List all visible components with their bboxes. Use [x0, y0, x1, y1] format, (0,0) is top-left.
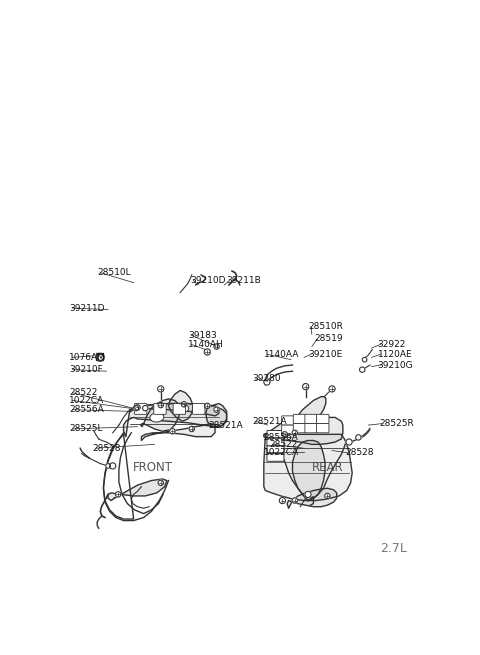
Circle shape [157, 386, 164, 392]
Text: 39211D: 39211D [69, 303, 105, 312]
Circle shape [214, 344, 219, 349]
FancyBboxPatch shape [305, 415, 317, 424]
Circle shape [158, 480, 164, 485]
FancyBboxPatch shape [316, 424, 329, 433]
Circle shape [356, 435, 361, 440]
Circle shape [329, 386, 335, 392]
Text: REAR: REAR [312, 461, 343, 474]
Text: 28510L: 28510L [97, 268, 131, 277]
Circle shape [282, 432, 288, 437]
Ellipse shape [150, 413, 164, 422]
Circle shape [109, 463, 116, 469]
Circle shape [98, 356, 102, 359]
Text: 39210F: 39210F [69, 365, 103, 374]
Polygon shape [130, 403, 219, 416]
Text: 28522: 28522 [69, 388, 97, 398]
Circle shape [279, 498, 286, 504]
Circle shape [324, 493, 330, 498]
Text: 28525R: 28525R [379, 419, 414, 428]
Polygon shape [264, 434, 352, 500]
Text: 28521A: 28521A [209, 421, 243, 430]
Text: 39183: 39183 [188, 331, 216, 339]
Text: 28519: 28519 [314, 334, 343, 343]
Text: 28525L: 28525L [69, 424, 103, 434]
Text: 28556A: 28556A [263, 433, 298, 442]
Polygon shape [141, 399, 180, 431]
FancyBboxPatch shape [154, 403, 166, 415]
Text: 39211B: 39211B [227, 276, 262, 285]
Circle shape [189, 426, 194, 432]
Text: 1140AH: 1140AH [188, 340, 224, 348]
Polygon shape [206, 403, 227, 428]
Text: 39210D: 39210D [190, 276, 226, 285]
Text: 1022CA: 1022CA [69, 396, 105, 405]
Text: 1140AA: 1140AA [264, 350, 299, 359]
Circle shape [305, 491, 311, 498]
Text: 1120AE: 1120AE [378, 350, 412, 359]
Text: 39280: 39280 [252, 375, 281, 383]
Text: 28521A: 28521A [252, 417, 287, 426]
Circle shape [143, 405, 148, 411]
FancyBboxPatch shape [293, 424, 306, 433]
Circle shape [133, 405, 139, 411]
Circle shape [346, 439, 352, 445]
FancyBboxPatch shape [267, 430, 284, 438]
Text: 28528: 28528 [93, 443, 121, 453]
Text: 28522: 28522 [269, 440, 298, 449]
Polygon shape [142, 424, 215, 441]
Circle shape [158, 402, 164, 408]
Text: 32922: 32922 [378, 340, 406, 348]
Polygon shape [264, 417, 343, 444]
Circle shape [135, 405, 140, 410]
Text: 28528: 28528 [345, 448, 374, 457]
Polygon shape [168, 390, 193, 421]
FancyBboxPatch shape [192, 403, 205, 415]
Text: 2.7L: 2.7L [380, 542, 407, 555]
FancyBboxPatch shape [305, 424, 317, 433]
FancyBboxPatch shape [282, 416, 294, 425]
Circle shape [214, 407, 219, 413]
Circle shape [181, 402, 187, 407]
Circle shape [115, 492, 121, 497]
Text: 1022CA: 1022CA [264, 447, 299, 457]
Circle shape [204, 349, 210, 355]
Circle shape [360, 367, 365, 372]
Circle shape [362, 358, 367, 362]
Circle shape [302, 384, 309, 390]
Circle shape [292, 498, 298, 503]
Circle shape [96, 354, 104, 361]
FancyBboxPatch shape [267, 446, 284, 454]
Text: FRONT: FRONT [133, 461, 173, 474]
Ellipse shape [180, 404, 189, 412]
Text: 28556A: 28556A [69, 405, 104, 414]
Circle shape [292, 430, 298, 436]
Polygon shape [123, 403, 227, 437]
Polygon shape [287, 397, 326, 430]
Polygon shape [287, 488, 336, 508]
Bar [96, 354, 103, 360]
FancyBboxPatch shape [267, 438, 284, 446]
Text: 1076AM: 1076AM [69, 353, 106, 362]
Circle shape [264, 379, 270, 385]
Circle shape [106, 464, 110, 468]
Polygon shape [292, 441, 325, 500]
FancyBboxPatch shape [134, 403, 147, 415]
FancyBboxPatch shape [267, 454, 284, 461]
Circle shape [169, 428, 175, 434]
FancyBboxPatch shape [173, 403, 186, 415]
Text: 39210E: 39210E [308, 350, 342, 359]
Text: 28510R: 28510R [308, 322, 343, 331]
Polygon shape [108, 479, 167, 500]
Circle shape [204, 403, 210, 409]
FancyBboxPatch shape [316, 415, 329, 424]
Text: 39210G: 39210G [378, 360, 413, 369]
FancyBboxPatch shape [293, 415, 306, 424]
FancyBboxPatch shape [282, 425, 294, 434]
